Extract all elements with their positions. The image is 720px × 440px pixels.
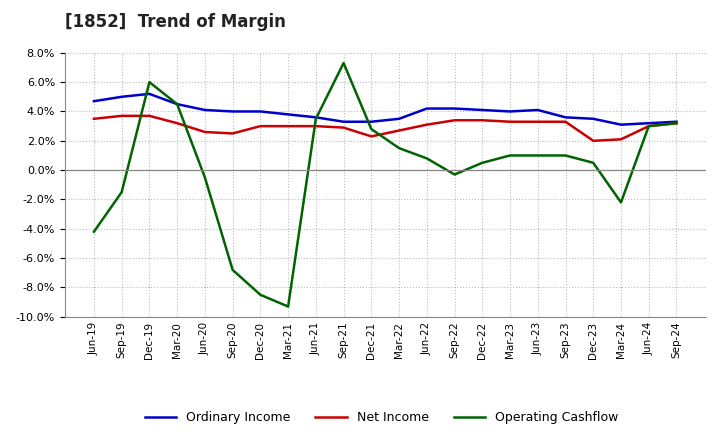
Operating Cashflow	[616, 200, 625, 205]
Ordinary Income	[284, 112, 292, 117]
Net Income	[616, 137, 625, 142]
Operating Cashflow	[395, 146, 403, 151]
Operating Cashflow	[173, 102, 181, 107]
Ordinary Income	[423, 106, 431, 111]
Ordinary Income	[672, 119, 681, 125]
Operating Cashflow	[256, 292, 265, 297]
Operating Cashflow	[201, 175, 210, 180]
Net Income	[561, 119, 570, 125]
Operating Cashflow	[672, 121, 681, 126]
Net Income	[145, 113, 154, 118]
Net Income	[589, 138, 598, 143]
Net Income	[117, 113, 126, 118]
Ordinary Income	[256, 109, 265, 114]
Net Income	[284, 124, 292, 129]
Operating Cashflow	[534, 153, 542, 158]
Net Income	[256, 124, 265, 129]
Operating Cashflow	[89, 229, 98, 235]
Operating Cashflow	[145, 80, 154, 85]
Ordinary Income	[173, 102, 181, 107]
Line: Net Income: Net Income	[94, 116, 677, 141]
Ordinary Income	[367, 119, 376, 125]
Operating Cashflow	[450, 172, 459, 177]
Net Income	[672, 121, 681, 126]
Operating Cashflow	[312, 116, 320, 121]
Net Income	[450, 117, 459, 123]
Ordinary Income	[505, 109, 514, 114]
Ordinary Income	[201, 107, 210, 113]
Ordinary Income	[339, 119, 348, 125]
Operating Cashflow	[228, 267, 237, 272]
Operating Cashflow	[478, 160, 487, 165]
Ordinary Income	[589, 116, 598, 121]
Ordinary Income	[534, 107, 542, 113]
Ordinary Income	[450, 106, 459, 111]
Net Income	[89, 116, 98, 121]
Ordinary Income	[145, 91, 154, 96]
Ordinary Income	[561, 115, 570, 120]
Operating Cashflow	[423, 156, 431, 161]
Ordinary Income	[89, 99, 98, 104]
Ordinary Income	[117, 94, 126, 99]
Operating Cashflow	[117, 190, 126, 195]
Ordinary Income	[644, 121, 653, 126]
Net Income	[339, 125, 348, 130]
Ordinary Income	[616, 122, 625, 127]
Operating Cashflow	[589, 160, 598, 165]
Net Income	[312, 124, 320, 129]
Net Income	[505, 119, 514, 125]
Text: [1852]  Trend of Margin: [1852] Trend of Margin	[65, 13, 286, 31]
Net Income	[534, 119, 542, 125]
Operating Cashflow	[339, 60, 348, 66]
Net Income	[478, 117, 487, 123]
Ordinary Income	[228, 109, 237, 114]
Operating Cashflow	[284, 304, 292, 309]
Net Income	[395, 128, 403, 133]
Operating Cashflow	[561, 153, 570, 158]
Net Income	[367, 134, 376, 139]
Ordinary Income	[478, 107, 487, 113]
Ordinary Income	[312, 115, 320, 120]
Net Income	[173, 121, 181, 126]
Net Income	[644, 124, 653, 129]
Ordinary Income	[395, 116, 403, 121]
Legend: Ordinary Income, Net Income, Operating Cashflow: Ordinary Income, Net Income, Operating C…	[140, 407, 624, 429]
Operating Cashflow	[505, 153, 514, 158]
Net Income	[201, 129, 210, 135]
Line: Operating Cashflow: Operating Cashflow	[94, 63, 677, 307]
Net Income	[423, 122, 431, 127]
Operating Cashflow	[644, 124, 653, 129]
Operating Cashflow	[367, 126, 376, 132]
Line: Ordinary Income: Ordinary Income	[94, 94, 677, 125]
Net Income	[228, 131, 237, 136]
